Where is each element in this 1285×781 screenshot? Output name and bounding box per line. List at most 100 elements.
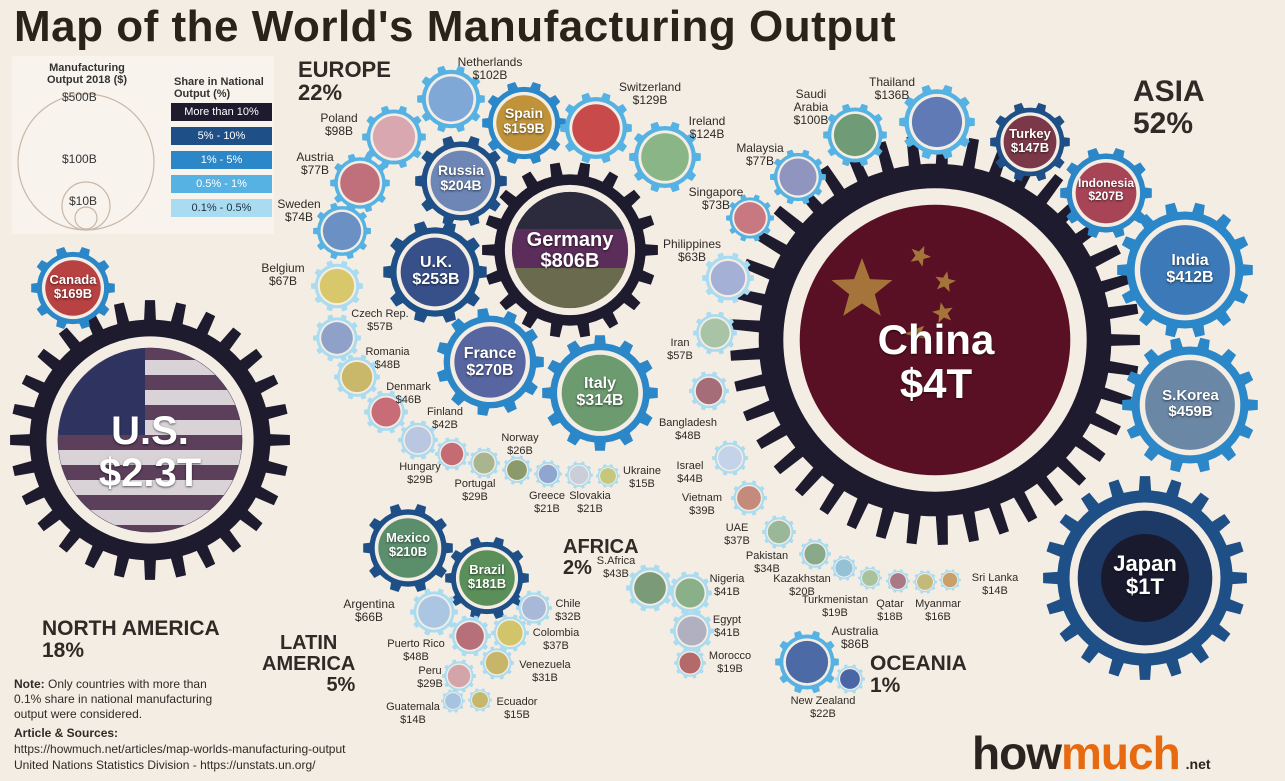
japan-flag-disc-icon [1101, 534, 1189, 622]
share-legend-title-1: Share in National [174, 76, 264, 88]
belgium-value: $67B [268, 274, 298, 288]
canada-name: Canada [49, 272, 97, 287]
japan-value: $1T [1126, 574, 1164, 600]
mexico-name: Mexico [385, 530, 431, 545]
spain-name: Spain [504, 105, 544, 121]
source-link-1[interactable]: https://howmuch.net/articles/map-worlds-… [14, 742, 346, 756]
thailand-value: $136B [874, 88, 910, 102]
austria-name: Austria [296, 150, 334, 164]
size-legend-title-1: Manufacturing [49, 62, 125, 74]
label-colombia: Colombia $37B [524, 627, 588, 653]
safrica-name: S.Africa [596, 555, 636, 567]
china-name: China [877, 316, 995, 363]
label-peru: Peru $29B [408, 665, 452, 691]
india-name: India [1171, 252, 1209, 269]
ireland-gear [629, 121, 701, 193]
portugal-value: $29B [462, 491, 488, 503]
poland-gear [362, 105, 426, 169]
region-asia-pct: 52% [1133, 106, 1194, 140]
spain-value: $159B [503, 119, 545, 136]
label-australia: Australia $86B [820, 625, 890, 651]
label-chile: Chile $32B [548, 598, 588, 624]
bangladesh-gear [689, 371, 729, 411]
denmark-value: $46B [395, 394, 422, 406]
nigeria-gear [668, 571, 712, 615]
logo-much: much [1060, 727, 1181, 779]
romania-name: Romania [365, 346, 410, 358]
label-qatar: Qatar $18B [868, 598, 912, 624]
slovakia-name: Slovakia [569, 490, 611, 502]
russia-name: Russia [438, 162, 484, 178]
label-uae: UAE $37B [715, 522, 759, 548]
mexico-gear [363, 504, 453, 592]
singapore-value: $73B [701, 198, 731, 212]
qatar-name: Qatar [876, 598, 904, 610]
vietnam-gear [731, 480, 767, 516]
gear-label-france: France $270B [455, 345, 525, 380]
label-singapore: Singapore $73B [676, 186, 756, 212]
turkmenistan-name: Turkmenistan [801, 594, 869, 606]
label-denmark: Denmark $46B [376, 381, 441, 407]
region-asia: ASIA 52% [1133, 76, 1205, 139]
peru-name: Peru [418, 665, 442, 677]
china-small-star-icon [935, 271, 956, 292]
china-value: $4T [899, 360, 973, 408]
ukraine-name: Ukraine [623, 465, 661, 477]
label-new-zealand: New Zealand $22B [783, 695, 863, 721]
label-sweden: Sweden $74B [268, 198, 330, 224]
denmark-name: Denmark [386, 381, 431, 393]
label-thailand: Thailand $136B [852, 76, 932, 102]
region-na-pct: 18% [42, 639, 85, 663]
nigeria-name: Nigeria [709, 573, 745, 585]
ecuador-name: Ecuador [496, 696, 538, 708]
legend: Manufacturing Output 2018 ($) $500B $100… [12, 56, 274, 234]
singapore-gear [726, 194, 774, 242]
greece-gear [534, 460, 562, 488]
nigeria-value: $41B [714, 586, 740, 598]
china-small-star-icon [910, 245, 931, 267]
canada-value: $169B [53, 285, 93, 301]
skorea-gear [1122, 337, 1258, 473]
slovakia-gear [565, 461, 593, 489]
egypt-name: Egypt [712, 614, 742, 626]
source-link-2[interactable]: United Nations Statistics Division - htt… [14, 758, 316, 772]
label-vietnam: Vietnam $39B [672, 492, 732, 518]
region-oceania-name: OCEANIA [870, 652, 967, 675]
hungary-gear [468, 447, 500, 479]
note-label: Note: [14, 677, 45, 691]
region-latin-america: LATIN AMERICA 5% [262, 633, 355, 696]
srilanka-name: Sri Lanka [971, 572, 1019, 584]
srilanka-gear [939, 569, 961, 591]
ireland-name: Ireland [688, 114, 726, 128]
label-israel: Israel $44B [668, 460, 712, 486]
bangladesh-value: $48B [675, 430, 701, 442]
thailand-name: Thailand [868, 75, 916, 89]
logo-net: .net [1185, 756, 1211, 772]
us-label: U.S. $2.3T [90, 410, 210, 494]
note-line-2: 0.1% share in national manufacturing [14, 692, 213, 706]
netherlands-value: $102B [472, 68, 508, 82]
china-gear [730, 135, 1140, 545]
saudi-name: Saudi Arabia [793, 87, 829, 114]
skorea-name: S.Korea [1162, 387, 1219, 404]
safrica-gear [626, 564, 674, 612]
romania-value: $48B [374, 359, 401, 371]
label-argentina: Argentina $66B [332, 598, 406, 624]
size-legend-10: $10B [69, 194, 98, 208]
uk-gear [383, 221, 487, 323]
italy-name: Italy [583, 375, 616, 392]
venezuela-value: $31B [532, 672, 558, 684]
region-europe-pct: 22% [298, 80, 343, 106]
turkey-name: Turkey [1009, 126, 1051, 141]
howmuch-logo[interactable]: howmuch .net [972, 726, 1211, 780]
uae-gear [762, 515, 796, 549]
label-kazakhstan: Kazakhstan $20B [762, 573, 842, 599]
puertorico-gear [449, 615, 491, 657]
netherlands-name: Netherlands [457, 55, 523, 69]
israel-gear [712, 440, 748, 476]
israel-name: Israel [676, 460, 704, 472]
czech-name: Czech Rep. [351, 308, 409, 320]
portugal-name: Portugal [454, 478, 496, 490]
germany-label: Germany $806B [500, 230, 640, 272]
label-malaysia: Malaysia $77B [725, 142, 795, 168]
